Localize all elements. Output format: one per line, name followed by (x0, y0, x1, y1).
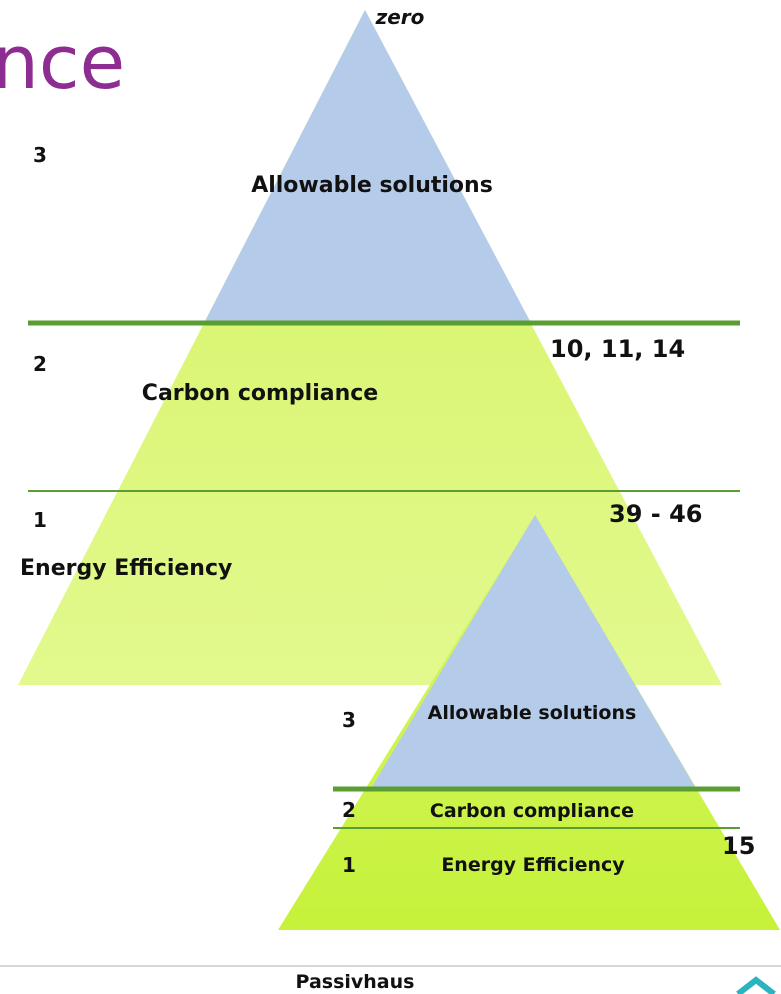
level-number: 2 (33, 352, 47, 376)
level-number: 3 (342, 708, 356, 732)
large-pyramid-top (204, 10, 531, 323)
figure: 15 (722, 832, 755, 860)
level-label: Allowable solutions (428, 702, 637, 724)
level-number: 2 (342, 798, 356, 822)
footer-label: Passivhaus (296, 971, 415, 993)
figure: 39 - 46 (609, 500, 702, 528)
level-label: Energy Efficiency (441, 854, 625, 876)
nav-chevron[interactable] (736, 976, 776, 994)
level-number: 3 (33, 143, 47, 167)
title-fragment: nce (0, 20, 125, 106)
level-number: 1 (33, 508, 47, 532)
small-pyramid-top (370, 515, 697, 790)
large-pyramid (18, 10, 722, 685)
figure: 10, 11, 14 (550, 335, 685, 363)
level-label: Energy Efficiency (20, 556, 232, 581)
top-label: zero (375, 5, 425, 29)
level-label: Allowable solutions (251, 173, 493, 198)
level-number: 1 (342, 853, 356, 877)
level-label: Carbon compliance (430, 800, 634, 822)
level-label: Carbon compliance (142, 381, 378, 406)
